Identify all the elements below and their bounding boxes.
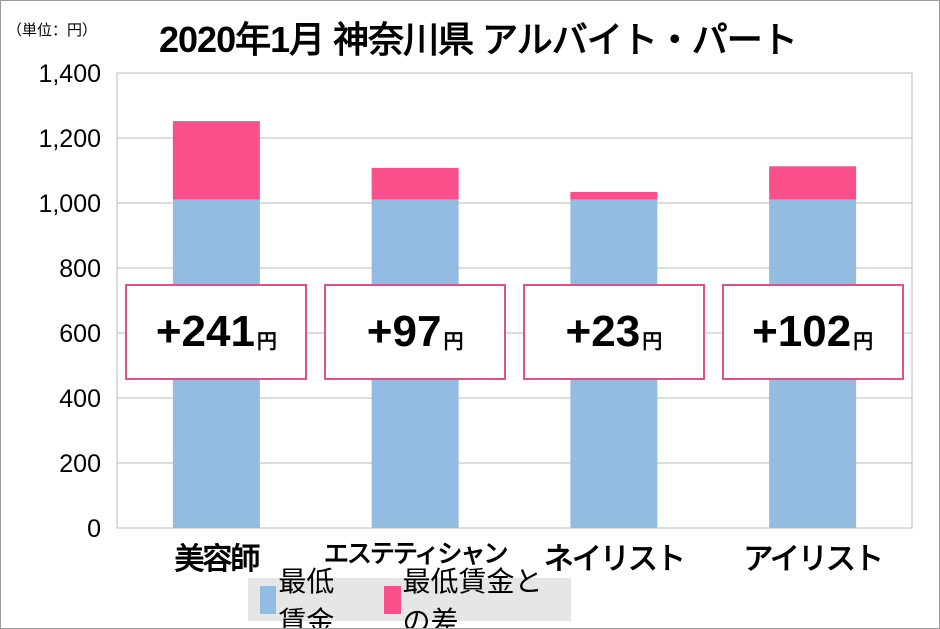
- y-tick-label: 600: [59, 320, 101, 348]
- yen-unit: 円: [642, 330, 663, 353]
- yen-unit: 円: [853, 330, 874, 353]
- difference-label: +241 円: [125, 284, 308, 380]
- bar-diff: [371, 167, 459, 200]
- legend-item-min-wage: 最低賃金: [260, 560, 362, 629]
- legend-label: 最低賃金: [278, 565, 335, 629]
- difference-label: +97 円: [324, 284, 507, 380]
- x-tick-label: 美容師: [174, 543, 260, 576]
- difference-value: +97: [366, 307, 442, 356]
- y-tick-label: 400: [59, 385, 101, 413]
- y-tick-label: 1,000: [38, 190, 101, 218]
- y-tick-label: 800: [59, 255, 101, 283]
- difference-label: +102 円: [721, 284, 904, 380]
- x-tick-label: エステティシャン: [323, 540, 509, 568]
- legend-label: 最低賃金との差: [402, 565, 543, 629]
- bar-diff: [570, 191, 658, 200]
- y-tick-label: 0: [87, 515, 101, 543]
- chart-title: 2020年1月 神奈川県 アルバイト・パート: [159, 19, 798, 60]
- unit-label: （単位：円）: [7, 22, 98, 39]
- difference-value: +241: [155, 307, 255, 356]
- bar-diff: [172, 121, 260, 200]
- yen-unit: 円: [256, 330, 277, 353]
- yen-unit: 円: [443, 330, 464, 353]
- y-tick-label: 1,400: [38, 60, 101, 88]
- difference-label: +23 円: [522, 284, 705, 380]
- difference-value: +23: [565, 307, 641, 356]
- y-tick-label: 200: [59, 450, 101, 478]
- legend: 最低賃金 最低賃金との差: [248, 566, 571, 628]
- y-tick-label: 1,200: [38, 125, 101, 153]
- x-tick-label: アイリスト: [743, 543, 884, 576]
- bar-diff: [769, 166, 857, 200]
- x-tick-label: ネイリスト: [543, 543, 686, 576]
- legend-swatch: [384, 585, 401, 614]
- difference-value: +102: [752, 307, 852, 356]
- legend-item-diff: 最低賃金との差: [384, 560, 549, 629]
- legend-swatch: [260, 585, 277, 614]
